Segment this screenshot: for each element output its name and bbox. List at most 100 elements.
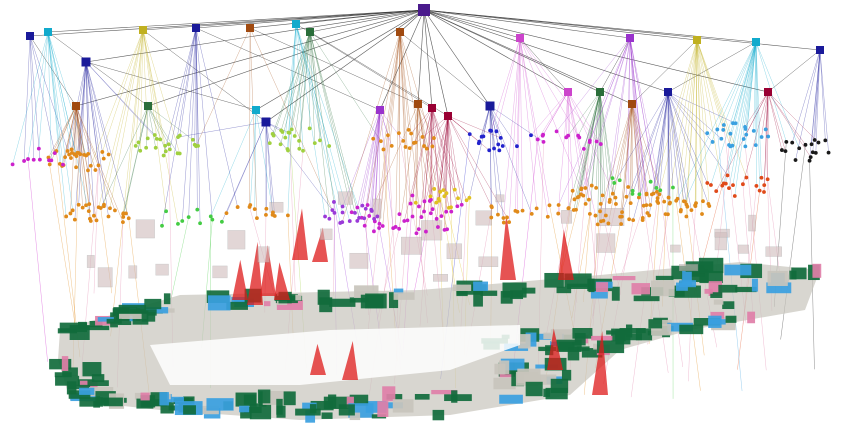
object-node xyxy=(790,140,795,145)
object-node xyxy=(186,215,191,220)
object-node xyxy=(152,133,157,137)
object-mesh-edge xyxy=(171,217,189,299)
room-object-edge xyxy=(696,39,731,147)
camera-frustum xyxy=(558,229,574,280)
room-object-edge xyxy=(629,37,661,191)
room-object-edge xyxy=(295,23,341,223)
mesh-patch xyxy=(668,288,685,297)
room-object-edge xyxy=(667,91,674,188)
hierarchy-edge xyxy=(265,9,425,123)
room-object-edge xyxy=(77,61,87,153)
room-object-edge xyxy=(145,105,149,148)
object-node xyxy=(37,157,42,162)
object-node xyxy=(655,189,659,194)
room-object-edge xyxy=(595,91,601,188)
room-object-edge xyxy=(626,37,631,197)
object-node xyxy=(372,217,377,221)
room-node xyxy=(26,32,34,40)
room-object-edge xyxy=(819,49,829,153)
object-node xyxy=(442,227,447,232)
bounding-box xyxy=(128,265,138,279)
room-object-edge xyxy=(147,105,169,145)
object-node xyxy=(556,203,561,207)
room-object-edge xyxy=(431,107,440,201)
object-node xyxy=(476,141,481,146)
object-node xyxy=(783,149,788,154)
mesh-patch xyxy=(140,392,150,401)
hierarchy-edge xyxy=(379,9,425,111)
room-object-edge xyxy=(753,41,757,131)
object-node xyxy=(108,206,112,211)
object-node xyxy=(126,216,131,221)
object-node xyxy=(598,201,603,206)
object-node xyxy=(332,210,337,215)
room-object-edge xyxy=(47,31,72,150)
object-node xyxy=(610,191,615,196)
object-node xyxy=(101,156,106,161)
room-object-edge xyxy=(447,115,480,142)
room-node xyxy=(596,88,604,96)
room-object-edge xyxy=(49,105,77,165)
room-object-edge xyxy=(577,91,601,198)
mesh-patch xyxy=(708,319,726,325)
object-node xyxy=(498,136,503,140)
object-node xyxy=(86,152,91,156)
object-node xyxy=(710,140,715,144)
room-object-edge xyxy=(147,105,194,140)
bounding-box xyxy=(495,194,505,203)
object-node xyxy=(614,202,618,206)
object-mesh-edge xyxy=(27,159,48,362)
mesh-patch xyxy=(239,405,250,413)
object-node xyxy=(586,197,591,202)
room-object-edge xyxy=(447,115,452,212)
mesh-patch xyxy=(59,322,88,333)
room-object-edge xyxy=(379,109,394,229)
hierarchy-edge xyxy=(667,41,757,93)
object-node xyxy=(198,221,202,226)
object-node xyxy=(455,204,460,209)
object-node xyxy=(826,150,831,155)
object-node xyxy=(513,208,518,213)
mesh-patch xyxy=(518,334,531,349)
object-node xyxy=(705,181,710,185)
mesh-patch xyxy=(791,267,807,280)
object-node xyxy=(22,159,26,163)
room-object-edge xyxy=(656,91,669,192)
room-object-edge xyxy=(567,91,616,198)
room-object-edge xyxy=(299,31,311,149)
bounding-box xyxy=(337,191,353,205)
object-node xyxy=(501,220,506,225)
object-node xyxy=(397,212,402,217)
mesh-patch xyxy=(572,328,593,339)
room-object-edge xyxy=(725,41,757,184)
object-mesh-edge xyxy=(717,129,743,392)
room-object-edge xyxy=(519,37,537,209)
object-node xyxy=(610,176,615,181)
mesh-patch xyxy=(567,346,580,361)
object-node xyxy=(436,225,440,229)
room-object-edge xyxy=(542,91,569,135)
room-object-edge xyxy=(47,31,73,211)
room-object-edge xyxy=(250,109,257,206)
mesh-patch xyxy=(751,278,758,292)
object-node xyxy=(264,212,268,217)
room-object-edge xyxy=(567,91,584,196)
object-node xyxy=(362,223,367,228)
object-node xyxy=(422,209,426,214)
bounding-box xyxy=(561,210,572,224)
mesh-patch xyxy=(244,406,262,414)
mesh-patch xyxy=(144,298,162,310)
room-object-edge xyxy=(496,37,521,132)
room-node xyxy=(764,88,772,96)
room-object-edge xyxy=(163,27,197,156)
room-object-edge xyxy=(667,91,670,204)
room-object-edge xyxy=(696,39,733,146)
mesh-patch xyxy=(321,412,333,419)
room-object-edge xyxy=(48,105,77,161)
object-node xyxy=(434,216,439,221)
mesh-patch xyxy=(651,323,672,336)
room-object-edge xyxy=(195,27,213,220)
mesh-patch xyxy=(538,374,557,385)
camera-frustum xyxy=(310,343,326,375)
hierarchy-edge xyxy=(423,9,569,93)
